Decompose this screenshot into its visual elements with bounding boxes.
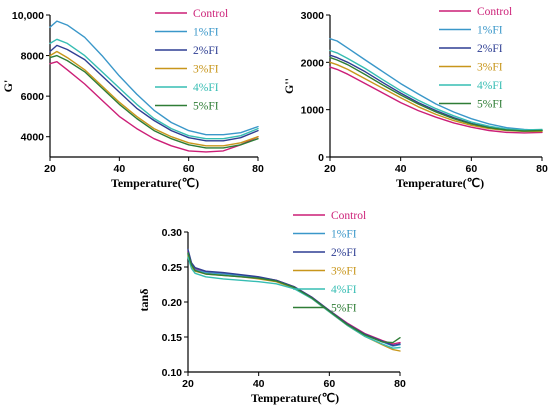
series-line-5pct-fi — [49, 54, 259, 149]
y-tick-label: 0.30 — [162, 227, 183, 239]
legend-label: 4%FI — [331, 284, 357, 296]
y-axis-label: G' — [1, 80, 15, 93]
series-line-3pct-fi — [49, 50, 259, 147]
x-tick-label: 40 — [395, 163, 407, 175]
legend-label: 3%FI — [331, 266, 357, 278]
series-line-4pct-fi — [49, 38, 259, 140]
y-tick-label: 2000 — [301, 57, 325, 69]
legend-label: 2%FI — [331, 247, 357, 259]
legend-label: 1%FI — [477, 25, 503, 37]
x-axis-label: Temperature(℃) — [251, 391, 339, 405]
legend-label: 1%FI — [331, 229, 357, 241]
y-tick-label: 0.25 — [162, 262, 183, 274]
y-tick-label: 6000 — [21, 91, 45, 103]
y-tick-label: 1000 — [301, 105, 325, 117]
series-line-1pct-fi — [49, 20, 259, 136]
legend-label: 2%FI — [193, 45, 219, 57]
y-tick-label: 0.20 — [162, 297, 183, 309]
series-line-2pct-fi — [49, 44, 259, 142]
chart-2: 20 40 60 80 0 1000 2000 3000 G'' Temperature(℃) Co… — [282, 6, 548, 190]
legend-label: 5%FI — [193, 101, 219, 113]
x-axis-label: Temperature(℃) — [111, 176, 199, 190]
series-line-control — [329, 66, 543, 134]
legend-label: Control — [477, 6, 512, 18]
x-tick-label: 20 — [182, 378, 194, 390]
x-tick-label: 40 — [253, 378, 265, 390]
x-tick-label: 60 — [183, 163, 195, 175]
legend-label: 4%FI — [477, 80, 503, 92]
x-tick-label: 80 — [252, 163, 264, 175]
x-tick-label: 60 — [323, 378, 335, 390]
x-tick-label: 40 — [113, 163, 125, 175]
series-line-2pct-fi — [187, 248, 401, 347]
x-tick-label: 80 — [394, 378, 406, 390]
y-tick-label: 0.15 — [162, 332, 183, 344]
legend: Control 1%FI 2%FI 3%FI 4%FI 5%FI — [155, 8, 228, 113]
legend-label: 1%FI — [193, 27, 219, 39]
legend-label: 5%FI — [331, 303, 357, 315]
legend-label: 5%FI — [477, 99, 503, 111]
x-tick-label: 20 — [324, 163, 336, 175]
y-axis-label: G'' — [282, 78, 296, 94]
x-tick-label: 80 — [536, 163, 548, 175]
legend-label: 3%FI — [477, 62, 503, 74]
legend-label: 2%FI — [477, 43, 503, 55]
x-tick-label: 20 — [44, 163, 56, 175]
y-tick-label: 10,000 — [12, 10, 44, 22]
series-line-5pct-fi — [329, 56, 543, 132]
legend: Control 1%FI 2%FI 3%FI 4%FI 5%FI — [439, 6, 512, 111]
y-tick-label: 4000 — [21, 132, 45, 144]
series-line-control — [49, 61, 259, 153]
y-axis-label: tanδ — [137, 289, 151, 312]
y-tick-label: 3000 — [301, 10, 325, 22]
x-axis-label: Temperature(℃) — [396, 176, 484, 190]
chart-3: 20 40 60 80 0.10 0.15 0.20 0.25 0.30 tanδ Temperat… — [137, 210, 406, 405]
chart-1: 20 40 60 80 4000 6000 8000 10,000 G' Temperature(… — [1, 8, 264, 190]
legend-label: 3%FI — [193, 64, 219, 76]
legend-label: Control — [193, 8, 228, 20]
y-tick-label: 0 — [318, 152, 324, 164]
series-line-1pct-fi — [187, 253, 401, 347]
series-line-5pct-fi — [187, 252, 401, 344]
y-tick-label: 0.10 — [162, 367, 183, 379]
legend-label: Control — [331, 210, 366, 222]
legend: Control 1%FI 2%FI 3%FI 4%FI 5%FI — [293, 210, 366, 315]
series-line-control — [187, 250, 401, 345]
series-line-1pct-fi — [329, 38, 543, 132]
legend-label: 4%FI — [193, 82, 219, 94]
series-line-4pct-fi — [329, 49, 543, 131]
x-tick-label: 60 — [465, 163, 477, 175]
y-tick-label: 8000 — [21, 51, 45, 63]
series-line-4pct-fi — [187, 256, 401, 349]
